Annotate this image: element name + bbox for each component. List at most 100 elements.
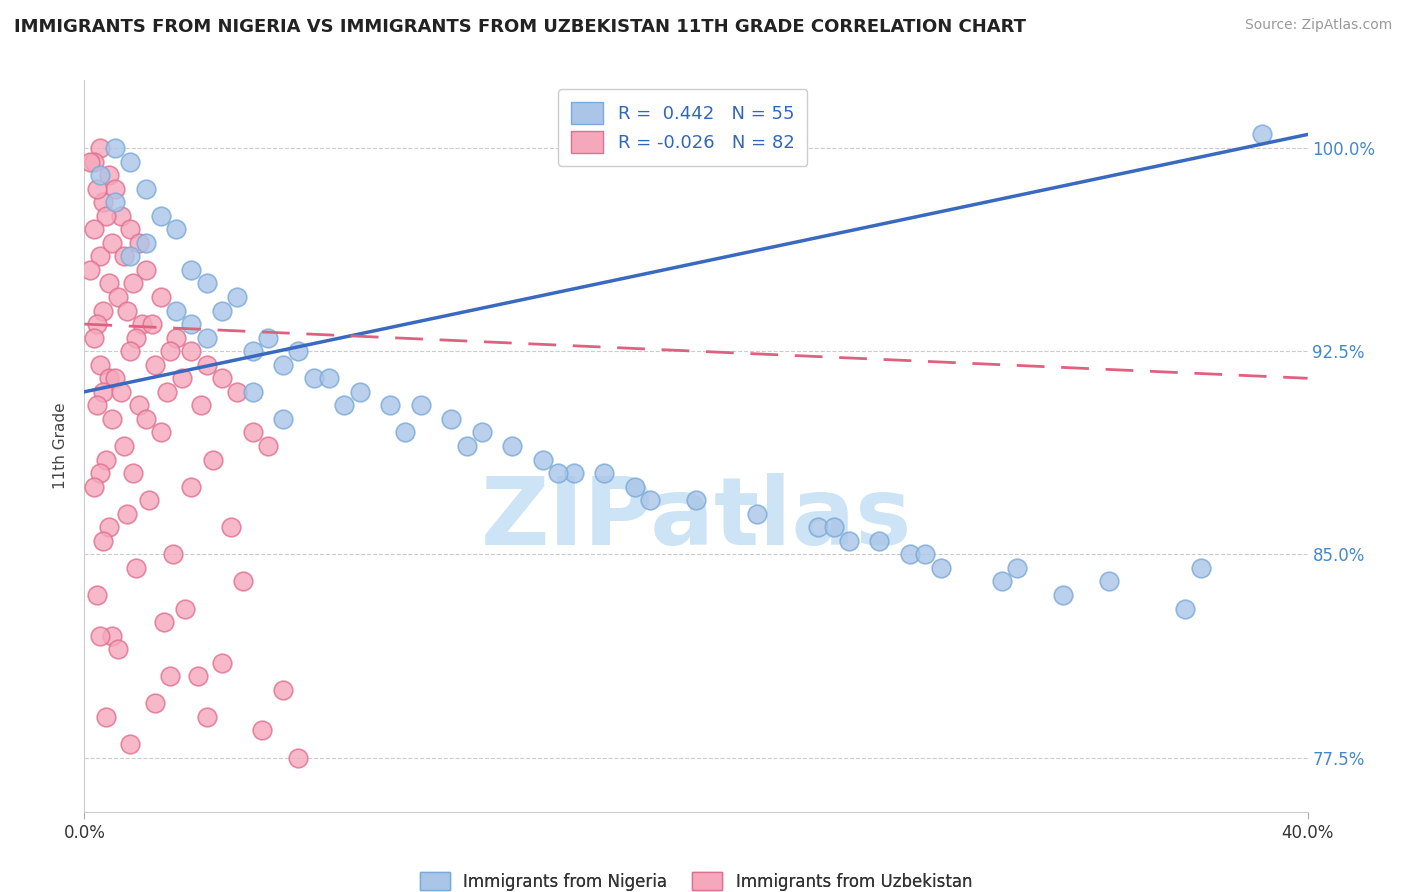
Point [195, 277, 218, 291]
Point [1005, 561, 1028, 575]
Point [250, 723, 273, 738]
Point [226, 290, 249, 304]
Point [242, 344, 264, 359]
Point [143, 697, 166, 711]
Point [172, 371, 194, 385]
Point [302, 371, 325, 385]
Point [195, 710, 218, 724]
Point [257, 331, 280, 345]
Point [112, 249, 135, 263]
Point [991, 574, 1014, 589]
Point [1250, 128, 1272, 142]
Point [174, 601, 197, 615]
Point [120, 249, 142, 263]
Point [162, 547, 184, 561]
Point [149, 290, 172, 304]
Point [287, 750, 309, 764]
Point [97, 371, 120, 385]
Point [242, 425, 264, 440]
Point [807, 520, 830, 534]
Point [195, 358, 218, 372]
Point [135, 412, 157, 426]
Point [94, 710, 117, 724]
Point [456, 439, 478, 453]
Point [624, 480, 647, 494]
Point [79, 263, 101, 277]
Point [104, 371, 127, 385]
Point [79, 154, 101, 169]
Point [86, 317, 108, 331]
Point [110, 209, 132, 223]
Point [94, 209, 117, 223]
Point [83, 222, 105, 236]
Point [86, 181, 108, 195]
Point [115, 507, 138, 521]
Point [138, 493, 160, 508]
Point [86, 588, 108, 602]
Point [471, 425, 494, 440]
Point [242, 384, 264, 399]
Point [104, 195, 127, 210]
Point [226, 384, 249, 399]
Point [1189, 561, 1212, 575]
Point [914, 547, 936, 561]
Point [83, 154, 105, 169]
Point [547, 466, 569, 480]
Point [349, 384, 371, 399]
Point [149, 209, 172, 223]
Point [131, 317, 153, 331]
Point [120, 222, 142, 236]
Point [125, 561, 148, 575]
Point [180, 344, 202, 359]
Point [747, 507, 769, 521]
Point [271, 682, 294, 697]
Point [333, 398, 356, 412]
Point [120, 154, 142, 169]
Point [89, 168, 111, 182]
Point [165, 331, 187, 345]
Point [219, 520, 242, 534]
Point [143, 358, 166, 372]
Point [211, 303, 233, 318]
Point [180, 263, 202, 277]
Text: Source: ZipAtlas.com: Source: ZipAtlas.com [1244, 18, 1392, 32]
Y-axis label: 11th Grade: 11th Grade [53, 402, 69, 490]
Point [201, 452, 224, 467]
Point [153, 615, 176, 629]
Point [531, 452, 554, 467]
Point [94, 452, 117, 467]
Point [89, 141, 111, 155]
Point [685, 493, 707, 508]
Point [638, 493, 661, 508]
Point [211, 656, 233, 670]
Point [211, 371, 233, 385]
Point [271, 412, 294, 426]
Point [180, 480, 202, 494]
Point [869, 533, 891, 548]
Point [122, 466, 145, 480]
Point [440, 412, 463, 426]
Point [562, 466, 585, 480]
Point [122, 277, 145, 291]
Text: ZIPatlas: ZIPatlas [481, 473, 911, 566]
Point [91, 384, 114, 399]
Point [380, 398, 402, 412]
Point [502, 439, 524, 453]
Point [1052, 588, 1074, 602]
Point [271, 358, 294, 372]
Point [394, 425, 416, 440]
Point [110, 384, 132, 399]
Point [101, 629, 124, 643]
Point [929, 561, 952, 575]
Point [115, 303, 138, 318]
Point [190, 398, 212, 412]
Point [104, 141, 127, 155]
Point [1174, 601, 1197, 615]
Point [83, 331, 105, 345]
Point [186, 669, 208, 683]
Point [112, 439, 135, 453]
Point [898, 547, 921, 561]
Point [101, 235, 124, 250]
Point [120, 737, 142, 751]
Point [159, 669, 181, 683]
